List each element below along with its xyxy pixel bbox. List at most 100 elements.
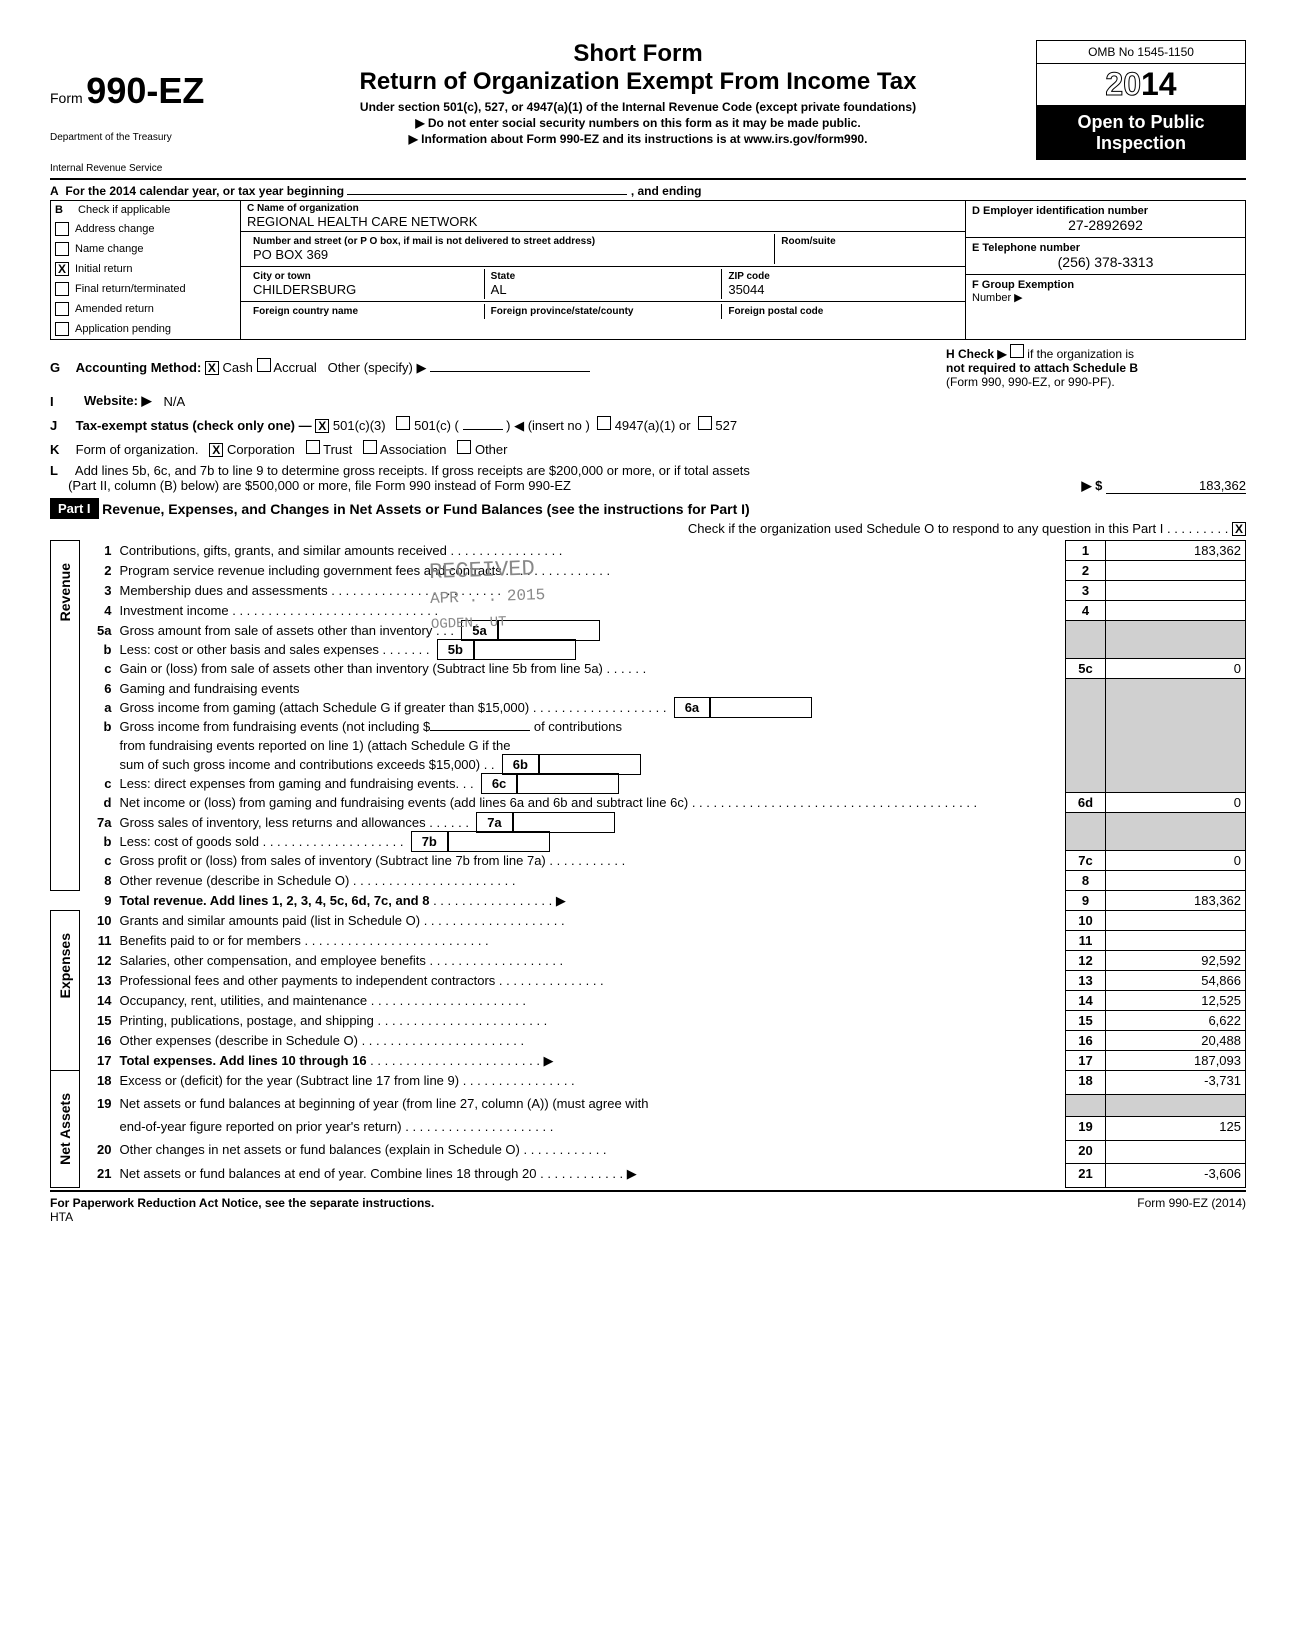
line10-desc: Grants and similar amounts paid (list in… <box>120 913 421 928</box>
line18-desc: Excess or (deficit) for the year (Subtra… <box>120 1073 460 1088</box>
name-change-checkbox[interactable] <box>55 242 69 256</box>
group-exemption-number: Number ▶ <box>972 292 1023 304</box>
association-checkbox[interactable] <box>363 440 377 454</box>
l-text1: Add lines 5b, 6c, and 7b to line 9 to de… <box>75 463 750 478</box>
city-label: City or town <box>253 271 478 282</box>
line9-desc: Total revenue. Add lines 1, 2, 3, 4, 5c,… <box>120 893 430 908</box>
part1-check-label: Check if the organization used Schedule … <box>688 521 1164 536</box>
header: Form 990-EZ Department of the Treasury I… <box>50 40 1246 174</box>
phone-value: (256) 378-3313 <box>972 254 1239 270</box>
line7b-desc: Less: cost of goods sold <box>120 834 259 849</box>
row-k: K Form of organization. X Corporation Tr… <box>50 437 1246 460</box>
other-org-checkbox[interactable] <box>457 440 471 454</box>
right-info-column: D Employer identification number 27-2892… <box>965 201 1245 339</box>
501c-checkbox[interactable] <box>396 416 410 430</box>
line19-amount: 125 <box>1106 1117 1246 1141</box>
inspection-label: Inspection <box>1040 133 1242 154</box>
501c-label: 501(c) ( <box>414 418 459 433</box>
check-if-applicable: Check if applicable <box>78 204 170 216</box>
line-a: A For the 2014 calendar year, or tax yea… <box>50 182 1246 200</box>
line19-desc2: end-of-year figure reported on prior yea… <box>120 1119 402 1134</box>
center-title: Short Form Return of Organization Exempt… <box>250 40 1026 146</box>
line16-desc: Other expenses (describe in Schedule O) <box>120 1033 358 1048</box>
ein-value: 27-2892692 <box>972 217 1239 233</box>
line-a-ending: , and ending <box>631 184 702 198</box>
schedule-o-checkbox[interactable]: X <box>1232 522 1246 536</box>
line17-desc: Total expenses. Add lines 10 through 16 <box>120 1053 367 1068</box>
line4-amount <box>1106 601 1246 621</box>
corporation-checkbox[interactable]: X <box>209 443 223 457</box>
line6b-desc3: from fundraising events reported on line… <box>116 736 1066 755</box>
org-name-label: C Name of organization <box>247 203 959 214</box>
app-pending-label: Application pending <box>75 323 171 335</box>
app-pending-checkbox[interactable] <box>55 322 69 336</box>
h-checkbox[interactable] <box>1010 344 1024 358</box>
foreign-prov-label: Foreign province/state/county <box>485 304 723 319</box>
zip-label: ZIP code <box>728 271 953 282</box>
row-j: J Tax-exempt status (check only one) — X… <box>50 413 1246 437</box>
other-org-label: Other <box>475 442 508 457</box>
dept-treasury: Department of the Treasury <box>50 132 240 143</box>
line13-amount: 54,866 <box>1106 971 1246 991</box>
l-arrow: ▶ $ <box>1082 478 1103 493</box>
trust-label: Trust <box>323 442 352 457</box>
501c3-checkbox[interactable]: X <box>315 419 329 433</box>
527-checkbox[interactable] <box>698 416 712 430</box>
501c3-label: 501(c)(3) <box>333 418 386 433</box>
form-word: Form <box>50 90 83 106</box>
trust-checkbox[interactable] <box>306 440 320 454</box>
line21-desc: Net assets or fund balances at end of ye… <box>120 1166 537 1181</box>
accrual-label: Accrual <box>273 360 316 375</box>
netassets-section-label: Net Assets <box>51 1071 80 1188</box>
row-i: I Website: ▶ N/A <box>50 393 1246 413</box>
line6c-desc: Less: direct expenses from gaming and fu… <box>120 776 460 791</box>
line6-desc: Gaming and fundraising events <box>116 679 1066 698</box>
line14-desc: Occupancy, rent, utilities, and maintena… <box>120 993 368 1008</box>
ssn-warning: Do not enter social security numbers on … <box>428 116 861 130</box>
line14-amount: 12,525 <box>1106 991 1246 1011</box>
cash-checkbox[interactable]: X <box>205 361 219 375</box>
address-change-checkbox[interactable] <box>55 222 69 236</box>
group-exemption-label: F Group Exemption <box>972 279 1074 291</box>
initial-return-checkbox[interactable]: X <box>55 262 69 276</box>
year-suffix: 14 <box>1141 66 1177 102</box>
final-return-checkbox[interactable] <box>55 282 69 296</box>
footer-notice: For Paperwork Reduction Act Notice, see … <box>50 1196 434 1210</box>
line6b-desc4: sum of such gross income and contributio… <box>120 757 481 772</box>
part1-header: Part I Revenue, Expenses, and Changes in… <box>50 498 1246 519</box>
h-text3: not required to attach Schedule B <box>946 361 1138 375</box>
street-value: PO BOX 369 <box>253 247 768 262</box>
line-a-text: For the 2014 calendar year, or tax year … <box>65 184 344 198</box>
short-form-label: Short Form <box>250 40 1026 68</box>
l-text2: (Part II, column (B) below) are $500,000… <box>68 478 571 493</box>
line5c-amount: 0 <box>1106 659 1246 679</box>
line7c-desc: Gross profit or (loss) from sales of inv… <box>120 853 546 868</box>
part1-label: Part I <box>50 498 99 519</box>
line17-amount: 187,093 <box>1106 1051 1246 1071</box>
footer-form-id: Form 990-EZ (2014) <box>1137 1196 1246 1224</box>
state-value: AL <box>491 282 716 297</box>
open-to-public: Open to Public Inspection <box>1036 106 1246 160</box>
i-letter: I <box>50 394 72 409</box>
city-value: CHILDERSBURG <box>253 282 478 297</box>
line7a-desc: Gross sales of inventory, less returns a… <box>120 815 426 830</box>
line4-desc: Investment income <box>120 603 229 618</box>
main-title: Return of Organization Exempt From Incom… <box>250 68 1026 96</box>
amended-checkbox[interactable] <box>55 302 69 316</box>
h-check-label: H Check ▶ <box>946 347 1007 361</box>
line12-amount: 92,592 <box>1106 951 1246 971</box>
accrual-checkbox[interactable] <box>257 358 271 372</box>
line2-desc: Program service revenue including govern… <box>120 563 502 578</box>
4947a1-label: 4947(a)(1) or <box>615 418 691 433</box>
room-label: Room/suite <box>781 236 953 247</box>
foreign-postal-label: Foreign postal code <box>722 304 959 319</box>
part1-title: Revenue, Expenses, and Changes in Net As… <box>102 501 750 517</box>
4947a1-checkbox[interactable] <box>597 416 611 430</box>
insert-no-label: ) ◀ (insert no ) <box>506 418 590 433</box>
form-number: 990-EZ <box>86 70 204 111</box>
line11-desc: Benefits paid to or for members <box>120 933 301 948</box>
year-prefix: 20 <box>1105 66 1141 102</box>
line5a-desc: Gross amount from sale of assets other t… <box>120 623 433 638</box>
l-gross-receipts: 183,362 <box>1106 478 1246 494</box>
org-info-block: B Check if applicable Address change Nam… <box>50 200 1246 340</box>
